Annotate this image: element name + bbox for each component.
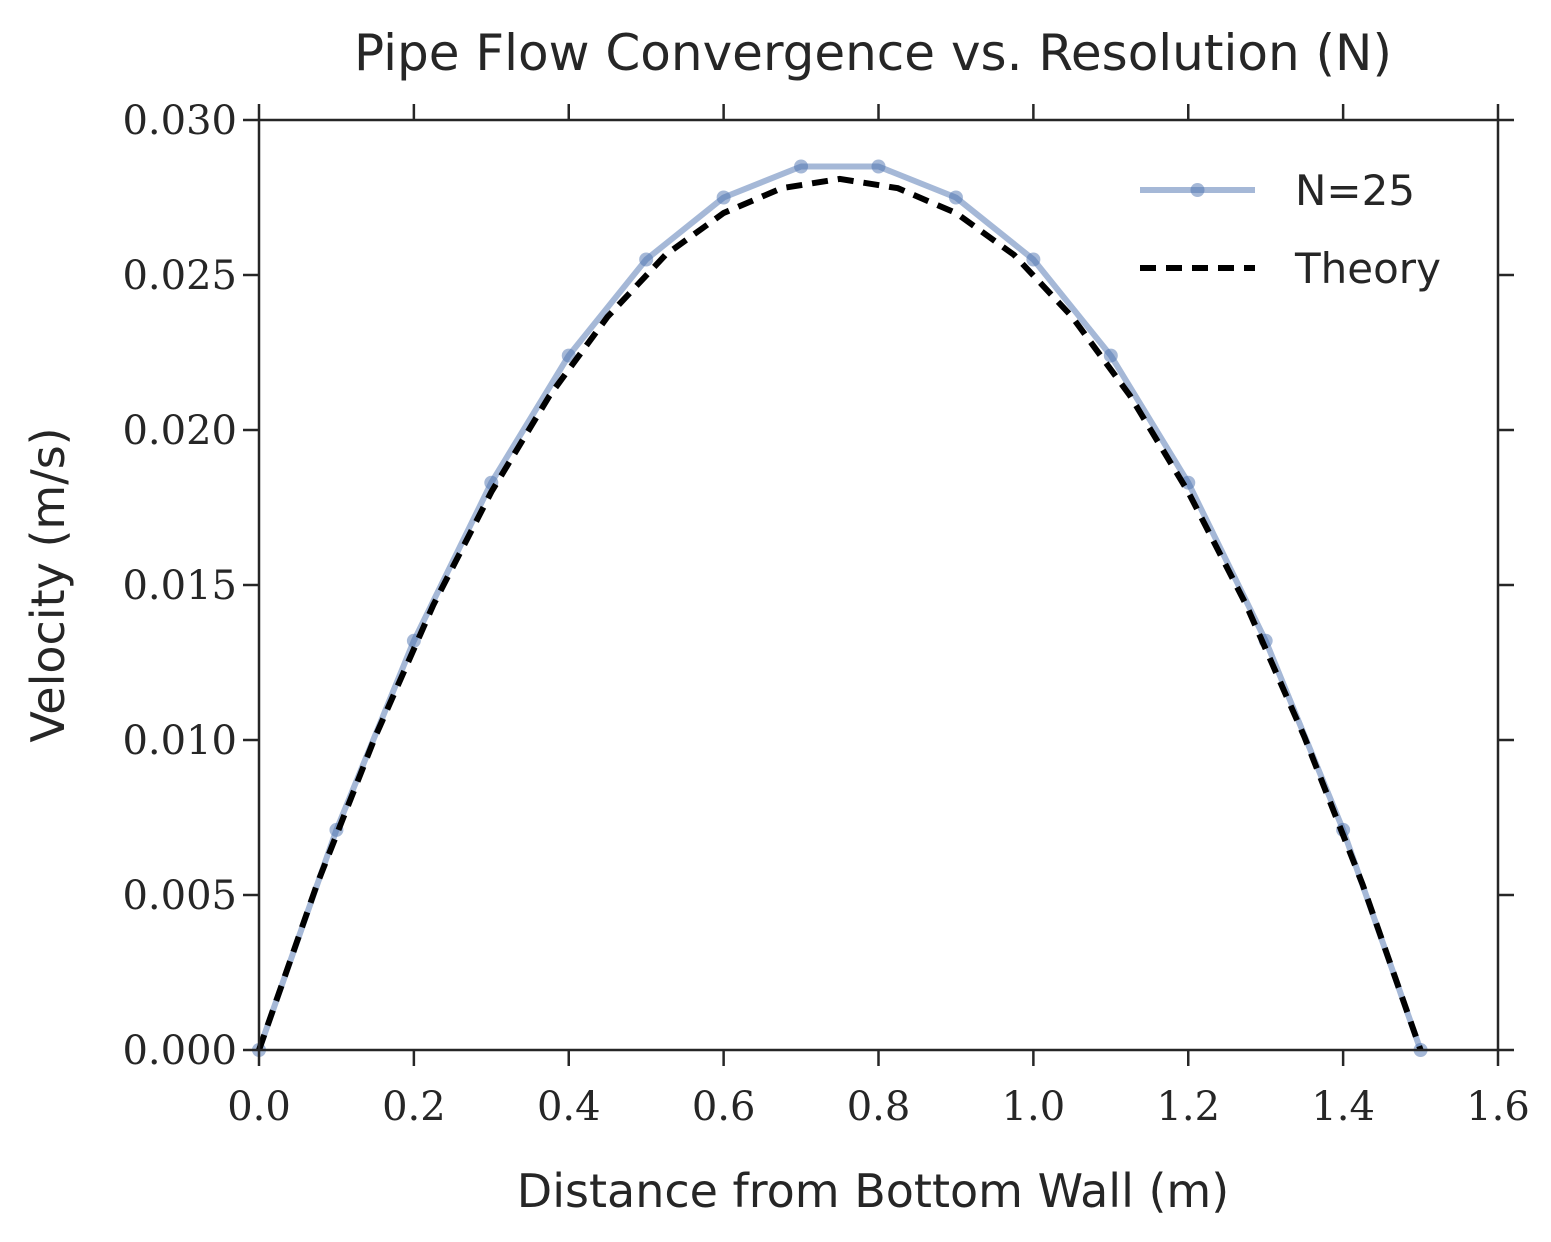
series-n25-point (794, 159, 809, 174)
chart-title: Pipe Flow Convergence vs. Resolution (N) (354, 24, 1392, 82)
legend: N=25 Theory (1140, 166, 1441, 293)
y-tick-label: 0.015 (122, 563, 237, 609)
x-tick-label: 1.6 (1466, 1084, 1530, 1130)
y-axis-label: Velocity (m/s) (21, 427, 75, 742)
x-tick-label: 1.4 (1311, 1084, 1375, 1130)
series-n25-point (1026, 252, 1041, 267)
series-n25-point (1103, 348, 1118, 363)
y-tick-label: 0.005 (122, 873, 237, 919)
x-tick-label: 0.6 (692, 1084, 756, 1130)
series-n25-point (1181, 475, 1196, 490)
y-tick-label: 0.025 (122, 253, 237, 299)
x-tick-label: 0.8 (847, 1084, 911, 1130)
x-tick-label: 1.0 (1002, 1084, 1066, 1130)
y-tick-label: 0.010 (122, 718, 237, 764)
series-n25-point (948, 190, 963, 205)
legend-theory-label: Theory (1294, 244, 1441, 293)
series-n25-point (561, 348, 576, 363)
x-tick-label: 0.0 (227, 1084, 291, 1130)
axis-ticks: 0.0 0.2 0.4 0.6 0.8 1.0 1.2 1.4 1.6 0.000 0.005 0.0… (122, 98, 1529, 1130)
plot-area (252, 159, 1428, 1057)
y-tick-label: 0.030 (122, 98, 237, 144)
x-tick-label: 1.2 (1156, 1084, 1220, 1130)
legend-n25-marker (1190, 183, 1205, 197)
x-tick-label: 0.4 (537, 1084, 601, 1130)
series-n25-point (716, 190, 731, 205)
series-n25-point (639, 252, 654, 267)
y-tick-label: 0.020 (122, 408, 237, 454)
x-tick-label: 0.2 (382, 1084, 446, 1130)
series-n25-point (871, 159, 886, 174)
y-tick-label: 0.000 (122, 1028, 237, 1074)
x-axis-label: Distance from Bottom Wall (m) (517, 1164, 1229, 1218)
legend-n25-label: N=25 (1295, 166, 1415, 215)
series-theory-line (256, 175, 1424, 1051)
